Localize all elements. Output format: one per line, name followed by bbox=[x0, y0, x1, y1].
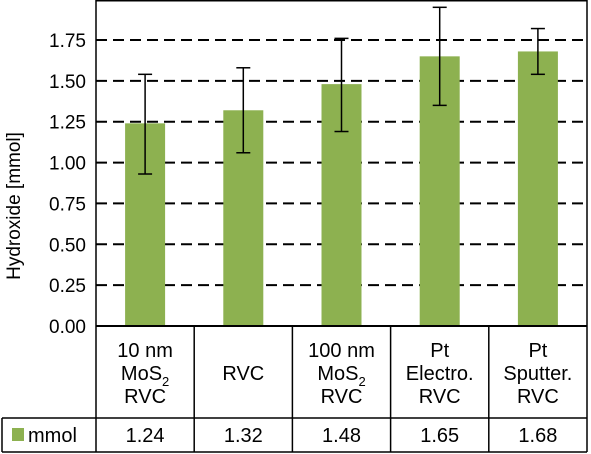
legend-swatch bbox=[12, 428, 24, 441]
category-label: Sputter. bbox=[503, 363, 572, 385]
y-tick-label: 1.75 bbox=[49, 31, 86, 52]
y-tick-label: 1.50 bbox=[49, 72, 86, 93]
y-tick-label: 0.00 bbox=[49, 317, 86, 338]
category-label: 10 nm bbox=[117, 340, 173, 362]
y-tick-label: 1.25 bbox=[49, 113, 86, 134]
table-value: 1.24 bbox=[126, 425, 165, 447]
category-label: MoS2 bbox=[317, 363, 365, 389]
table-value: 1.68 bbox=[518, 425, 557, 447]
y-tick-label: 0.75 bbox=[49, 194, 86, 215]
bar bbox=[517, 51, 558, 326]
y-tick-label: 0.25 bbox=[49, 276, 86, 297]
category-label: 100 nm bbox=[308, 340, 375, 362]
category-label: RVC bbox=[419, 386, 461, 408]
category-label: RVC bbox=[517, 386, 559, 408]
category-label: MoS2 bbox=[121, 363, 169, 389]
table-value: 1.32 bbox=[224, 425, 263, 447]
y-tick-label: 1.00 bbox=[49, 154, 86, 175]
y-axis-label: Hydroxide [mmol] bbox=[4, 132, 25, 280]
category-label: Pt bbox=[528, 340, 547, 362]
category-label: RVC bbox=[321, 386, 363, 408]
category-label: RVC bbox=[124, 386, 166, 408]
category-label: Electro. bbox=[406, 363, 474, 385]
table-value: 1.48 bbox=[322, 425, 361, 447]
legend-label: mmol bbox=[28, 425, 77, 447]
y-tick-label: 0.50 bbox=[49, 235, 86, 256]
category-label: Pt bbox=[430, 340, 449, 362]
table-value: 1.65 bbox=[420, 425, 459, 447]
category-label: RVC bbox=[222, 363, 264, 385]
